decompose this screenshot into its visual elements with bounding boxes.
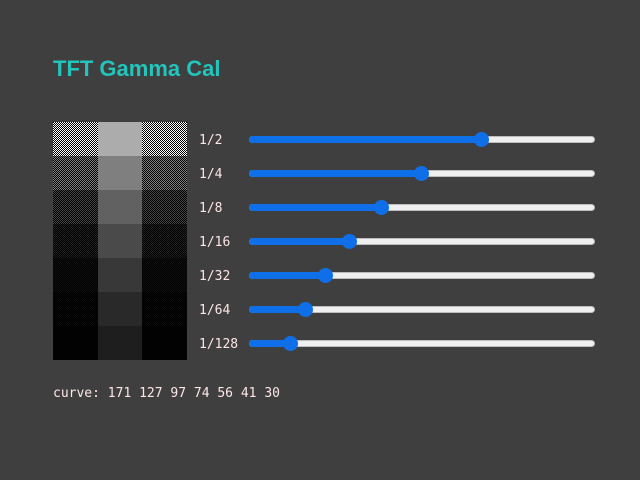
gamma-slider[interactable]	[249, 132, 597, 148]
gamma-label: 1/64	[199, 303, 231, 318]
slider-thumb[interactable]	[317, 268, 333, 283]
gamma-row: 1/4	[199, 156, 599, 190]
gamma-row: 1/16	[199, 224, 599, 258]
curve-readout: curve: 171 127 97 74 56 41 30	[53, 386, 280, 401]
dither-pattern-left	[53, 292, 98, 326]
dither-pattern-left	[53, 156, 98, 190]
swatch-row	[53, 326, 187, 360]
swatch-row	[53, 292, 187, 326]
dither-pattern-left	[53, 224, 98, 258]
slider-thumb[interactable]	[474, 132, 490, 147]
slider-thumb[interactable]	[297, 302, 313, 317]
slider-thumb[interactable]	[342, 234, 358, 249]
slider-list: 1/2 1/4 1/8 1/16 1/32 1/64 1/128	[199, 122, 599, 362]
gamma-row: 1/128	[199, 326, 599, 360]
slider-fill	[249, 306, 305, 313]
solid-swatch	[98, 156, 142, 190]
dither-pattern-right	[142, 224, 187, 258]
dither-pattern-left	[53, 122, 98, 156]
dither-pattern-right	[142, 190, 187, 224]
gamma-label: 1/4	[199, 167, 223, 182]
gamma-row: 1/32	[199, 258, 599, 292]
gamma-label: 1/128	[199, 337, 239, 352]
gamma-row: 1/64	[199, 292, 599, 326]
solid-swatch	[98, 258, 142, 292]
gamma-row: 1/2	[199, 122, 599, 156]
solid-swatch	[98, 122, 142, 156]
gamma-row: 1/8	[199, 190, 599, 224]
slider-fill	[249, 170, 422, 177]
solid-swatch	[98, 190, 142, 224]
swatch-row	[53, 224, 187, 258]
gamma-slider[interactable]	[249, 336, 597, 352]
solid-swatch	[98, 326, 142, 360]
gamma-slider[interactable]	[249, 302, 597, 318]
slider-track	[249, 340, 595, 347]
dither-pattern-left	[53, 258, 98, 292]
dither-pattern-right	[142, 122, 187, 156]
gamma-slider[interactable]	[249, 200, 597, 216]
gamma-slider[interactable]	[249, 166, 597, 182]
swatch-panel	[53, 122, 187, 362]
solid-swatch	[98, 292, 142, 326]
dither-pattern-right	[142, 156, 187, 190]
gamma-label: 1/2	[199, 133, 223, 148]
gamma-slider[interactable]	[249, 268, 597, 284]
slider-fill	[249, 136, 482, 143]
swatch-row	[53, 122, 187, 156]
slider-fill	[249, 272, 325, 279]
dither-pattern-right	[142, 292, 187, 326]
page-title: TFT Gamma Cal	[53, 56, 221, 81]
slider-thumb[interactable]	[282, 336, 298, 351]
swatch-row	[53, 190, 187, 224]
slider-fill	[249, 238, 350, 245]
slider-thumb[interactable]	[414, 166, 430, 181]
gamma-label: 1/8	[199, 201, 223, 216]
slider-thumb[interactable]	[373, 200, 389, 215]
dither-pattern-left	[53, 326, 98, 360]
gamma-slider[interactable]	[249, 234, 597, 250]
dither-pattern-right	[142, 258, 187, 292]
slider-fill	[249, 204, 381, 211]
solid-swatch	[98, 224, 142, 258]
swatch-row	[53, 258, 187, 292]
swatch-row	[53, 156, 187, 190]
dither-pattern-right	[142, 326, 187, 360]
gamma-label: 1/32	[199, 269, 231, 284]
dither-pattern-left	[53, 190, 98, 224]
slider-fill	[249, 340, 290, 347]
gamma-label: 1/16	[199, 235, 231, 250]
